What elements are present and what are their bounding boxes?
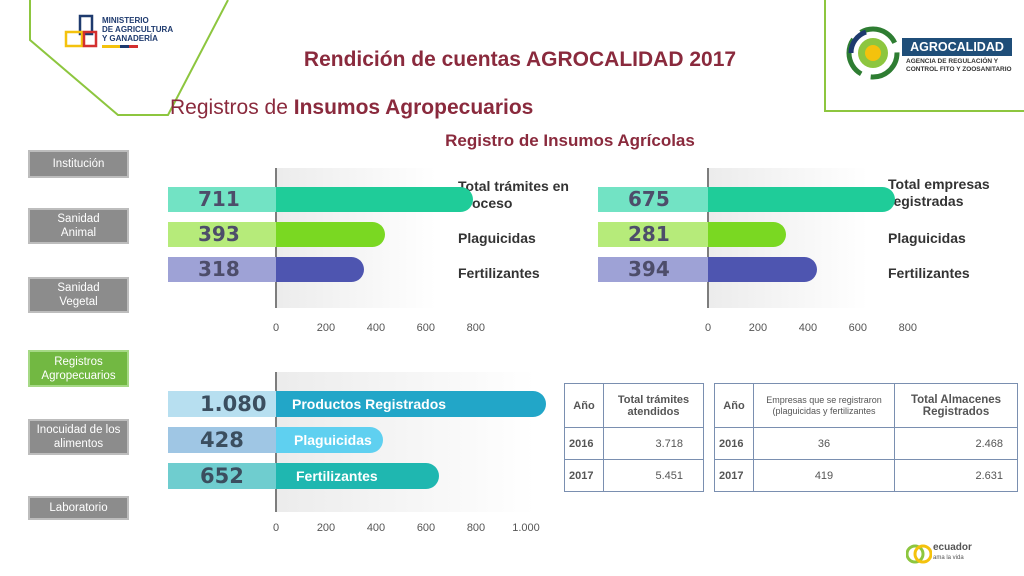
sidebar-item-inocuidad[interactable]: Inocuidad de los alimentos [28,419,129,455]
ministry-line3: Y GANADERÍA [102,34,158,43]
chart2-label-total: Total empresas registradas [888,176,990,209]
chart3-tick-label: 200 [316,522,336,534]
table1-cell: 2016 [564,427,604,460]
table-row: 2016 3.718 [564,427,704,460]
agency-desc-line1: AGENCIA DE REGULACIÓN Y [906,58,999,65]
chart2-label-fertilizantes: Fertilizantes [888,265,970,281]
table-row: 2016 36 2.468 [714,427,1018,460]
ministry-emblem-icon [64,14,98,48]
sidebar-item-label: Sanidad Animal [57,213,100,239]
table1-header-tramites: Total trámites atendidos [603,383,704,428]
chart3-bar [276,391,546,417]
chart2-label-plaguicidas: Plaguicidas [888,230,966,246]
subtitle-prefix: Registros de [170,96,294,119]
chart1-tick-label: 200 [316,322,336,334]
chart2-value-label: 675 [598,187,708,212]
chart3-tick-label: 0 [272,522,280,534]
agrocalidad-logo: AGROCALIDAD AGENCIA DE REGULACIÓN Y CONT… [824,0,1024,112]
chart2-value-label: 281 [598,222,708,247]
table2-cell: 2017 [714,459,754,492]
chart3-tick-label: 800 [466,522,486,534]
table2-header-almacenes: Total Almacenes Registrados [894,383,1018,428]
sidebar-item-sanidad-animal[interactable]: Sanidad Animal [28,208,129,244]
sidebar-item-label: Laboratorio [49,502,108,514]
chart2-bar [708,257,818,282]
table2-cell: 2.631 [894,459,1018,492]
sidebar-item-label: Sanidad Vegetal [57,282,100,308]
agency-desc-line2: CONTROL FITO Y ZOOSANITARIO [906,66,1012,73]
agrocalidad-emblem-icon [846,26,900,80]
sidebar-item-institucion[interactable]: Institución [28,150,129,178]
table1-header-ano: Año [564,383,604,428]
chart2-tick-label: 0 [704,322,712,334]
page-title: Rendición de cuentas AGROCALIDAD 2017 [303,48,737,71]
chart3-tick-label: 400 [366,522,386,534]
chart1-bar [276,222,386,247]
sidebar-item-registros-agropecuarios[interactable]: Registros Agropecuarios [28,350,129,387]
chart1-bar [276,187,474,212]
table2-header-ano: Año [714,383,754,428]
table-empresas: Año Empresas que se registraron (plaguic… [714,383,1018,492]
chart3-value-label: 652 [168,463,276,489]
chart1-tick-label: 600 [416,322,436,334]
table-row: 2017 5.451 [564,459,704,492]
chart3-tick-label: 600 [416,522,436,534]
chart1-tick-label: 0 [272,322,280,334]
table-tramites: Año Total trámites atendidos 2016 3.718 … [564,383,704,492]
chart1-bar [276,257,365,282]
chart2-tick-label: 800 [898,322,917,334]
table1-cell: 3.718 [603,427,704,460]
chart3-tick-label: 1.000 [512,522,540,534]
chart3-bar [276,427,383,453]
chart1-value-label: 393 [168,222,276,247]
chart3-bar-label: Fertilizantes [296,468,378,484]
table2-cell: 2016 [714,427,754,460]
header-frame-left [29,0,229,116]
chart2-bar [708,187,896,212]
chart1-value-label: 711 [168,187,276,212]
chart1-tick-label: 400 [366,322,386,334]
subtitle-bold: Insumos Agropecuarios [293,96,534,119]
chart1-label-fertilizantes: Fertilizantes [458,265,540,281]
table1-cell: 5.451 [603,459,704,492]
chart2-tick-label: 600 [848,322,868,334]
table2-cell: 2.468 [894,427,1018,460]
chart1-label-total: Total trámites en proceso [458,178,569,211]
table2-header-empresas: Empresas que se registraron (plaguicidas… [753,383,895,428]
chart1-label-plaguicidas: Plaguicidas [458,230,536,246]
chart2-tick-label: 400 [798,322,818,334]
chart3-bar [276,463,439,489]
table-row: 2017 419 2.631 [714,459,1018,492]
page-subtitle: Registros de Insumos Agropecuarios [170,96,533,120]
table2-cell: 36 [753,427,895,460]
chart2-tick-label: 200 [748,322,768,334]
ministry-logo: MINISTERIO DE AGRICULTURA Y GANADERÍA [62,14,182,54]
chart2-value-label: 394 [598,257,708,282]
sidebar-item-label: Inocuidad de los alimentos [36,424,121,450]
chart3-bar-label: Plaguicidas [294,432,372,448]
chart1-tick-label: 800 [466,322,485,334]
table1-cell: 2017 [564,459,604,492]
chart2-bar [708,222,786,247]
section-title: Registro de Insumos Agrícolas [445,131,695,150]
chart3-bar-label: Productos Registrados [292,396,447,412]
ecuador-brand-logo: ecuador ama la vida [906,540,976,568]
sidebar-item-label: Institución [52,158,105,170]
sidebar-item-sanidad-vegetal[interactable]: Sanidad Vegetal [28,277,129,313]
agency-name: AGROCALIDAD [902,38,1012,56]
ministry-line2: DE AGRICULTURA [102,25,174,34]
ecuador-emblem-icon [906,544,932,564]
sidebar-item-laboratorio[interactable]: Laboratorio [28,496,129,520]
brand-line2: ama la vida [933,555,964,561]
chart1-value-label: 318 [168,257,276,282]
ministry-line1: MINISTERIO [102,16,149,25]
chart3-value-label: 1.080 [168,391,276,417]
chart3-value-label: 428 [168,427,276,453]
brand-line1: ecuador [933,542,972,553]
table2-cell: 419 [753,459,895,492]
sidebar-item-label: Registros Agropecuarios [41,355,116,382]
